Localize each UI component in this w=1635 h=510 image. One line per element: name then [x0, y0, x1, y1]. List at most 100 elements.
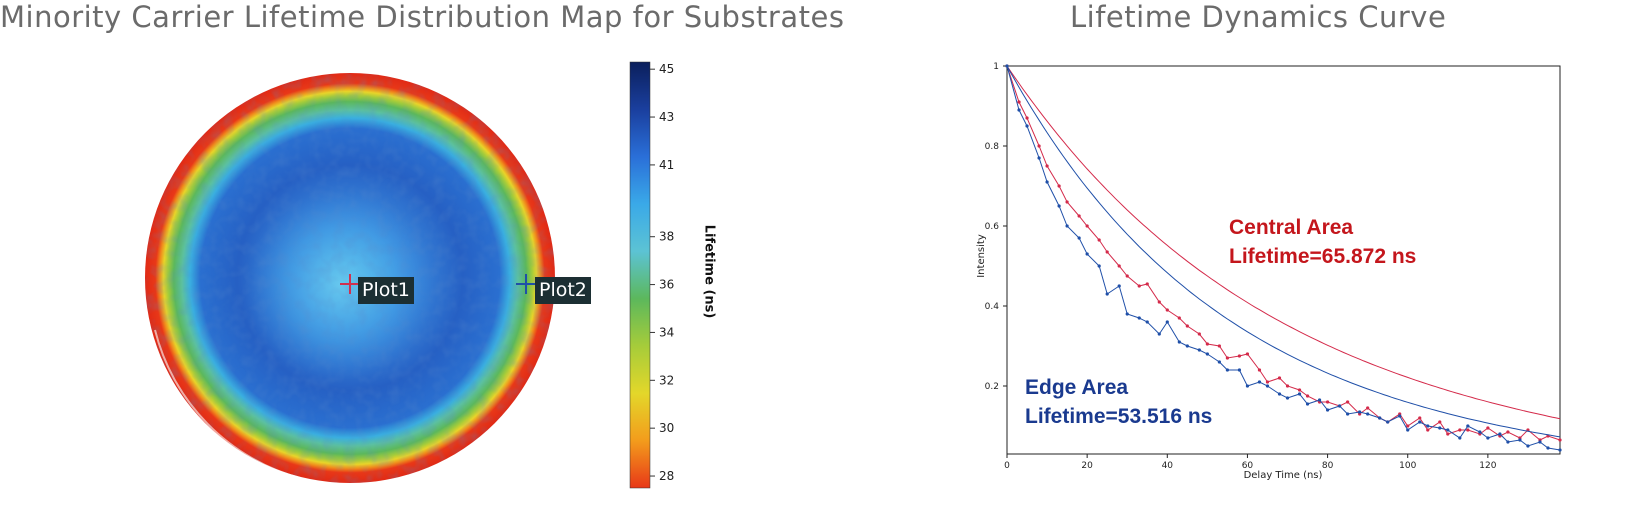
curve-series	[1005, 64, 1562, 452]
data-point	[1245, 352, 1250, 356]
data-point	[1338, 404, 1342, 408]
data-point	[1017, 100, 1021, 104]
x-tick-label: 0	[1004, 461, 1010, 471]
data-point	[1466, 428, 1470, 432]
data-point	[1478, 430, 1482, 434]
central-area-title: Central Area	[1229, 216, 1354, 239]
data-point	[1378, 416, 1382, 420]
data-point	[1205, 342, 1209, 346]
data-point	[1305, 394, 1310, 398]
data-point	[1185, 344, 1189, 348]
colorbar-tick-label: 45	[659, 62, 674, 76]
data-point	[1237, 354, 1242, 358]
colorbar-tick-label: 43	[659, 110, 674, 124]
y-axis-label: Intensity	[976, 234, 987, 278]
data-point	[1137, 316, 1141, 320]
data-point	[1386, 420, 1390, 424]
x-tick-label: 100	[1399, 461, 1416, 471]
data-point	[1257, 380, 1262, 384]
x-tick-label: 20	[1081, 461, 1093, 471]
data-point	[1077, 214, 1081, 218]
data-point	[1265, 380, 1270, 384]
y-tick-label: 0.4	[985, 302, 1000, 312]
data-point	[1197, 348, 1201, 352]
curve-title: Lifetime Dynamics Curve	[1070, 0, 1447, 34]
edge-area-annotation: Edge Area Lifetime=53.516 ns	[1025, 373, 1212, 431]
data-point	[1498, 432, 1502, 436]
data-point	[1438, 426, 1442, 430]
data-point	[1105, 292, 1109, 296]
data-point	[1277, 376, 1282, 380]
x-tick-label: 40	[1162, 461, 1174, 471]
data-point	[1305, 402, 1310, 406]
data-point	[1486, 426, 1490, 430]
data-point	[1005, 64, 1009, 68]
colorbar-tick-label: 41	[659, 158, 674, 172]
data-point	[1057, 184, 1061, 188]
data-point	[1297, 392, 1302, 396]
y-tick-label: 0.2	[985, 382, 999, 392]
data-point	[1205, 352, 1209, 356]
data-point	[1077, 236, 1081, 240]
y-tick-label: 0.6	[985, 222, 1000, 232]
data-point	[1017, 108, 1021, 112]
data-point	[1025, 116, 1029, 120]
data-point	[1065, 200, 1069, 204]
data-point	[1125, 312, 1129, 316]
data-point	[1538, 440, 1542, 444]
x-axis-label: Delay Time (ns)	[1244, 470, 1323, 481]
y-tick-label: 1	[993, 62, 999, 72]
data-point	[1426, 424, 1430, 428]
x-tick-label: 120	[1479, 461, 1496, 471]
data-point	[1117, 264, 1121, 268]
data-point	[1065, 224, 1069, 228]
colorbar-tick-label: 28	[659, 469, 674, 483]
colorbar-tick-label: 36	[659, 278, 674, 292]
data-point	[1526, 444, 1530, 448]
edge-area-lifetime: Lifetime=53.516 ns	[1025, 405, 1213, 428]
data-point	[1506, 440, 1510, 444]
data-point	[1518, 438, 1522, 442]
plot2-marker[interactable]	[516, 274, 536, 294]
data-point	[1406, 428, 1410, 432]
data-point	[1245, 384, 1250, 388]
colorbar-scale	[629, 61, 651, 489]
data-point	[1085, 224, 1089, 228]
colorbar-tick-label: 38	[659, 230, 674, 244]
data-point	[1165, 320, 1169, 324]
data-point	[1358, 410, 1362, 414]
data-point	[1366, 406, 1370, 410]
data-point	[1145, 282, 1149, 286]
data-point	[1137, 284, 1141, 288]
wafer-flat-edge	[154, 329, 301, 479]
data-point	[1346, 412, 1350, 416]
edge-area-title: Edge Area	[1025, 376, 1129, 399]
data-point	[1225, 368, 1229, 372]
data-point	[1217, 344, 1221, 348]
data-point	[1346, 400, 1350, 404]
central-area-annotation: Central Area Lifetime=65.872 ns	[1229, 213, 1416, 271]
data-point	[1225, 356, 1229, 360]
data-point	[1366, 412, 1370, 416]
colorbar-tick-label: 32	[659, 373, 674, 387]
data-point	[1446, 428, 1450, 432]
data-point	[1117, 284, 1121, 288]
data-point	[1406, 424, 1410, 428]
data-point	[1325, 408, 1330, 412]
data-point	[1177, 340, 1181, 344]
data-point	[1438, 420, 1442, 424]
data-point	[1426, 428, 1430, 432]
data-point	[1558, 448, 1562, 452]
data-point	[1506, 430, 1510, 434]
data-point	[1285, 384, 1290, 388]
data-point	[1285, 396, 1290, 400]
data-point	[1037, 156, 1041, 160]
x-tick-label: 80	[1322, 461, 1334, 471]
plot1-marker[interactable]	[340, 274, 360, 294]
data-point	[1558, 438, 1562, 442]
data-point	[1418, 420, 1422, 424]
data-point	[1265, 384, 1270, 388]
data-point	[1486, 436, 1490, 440]
